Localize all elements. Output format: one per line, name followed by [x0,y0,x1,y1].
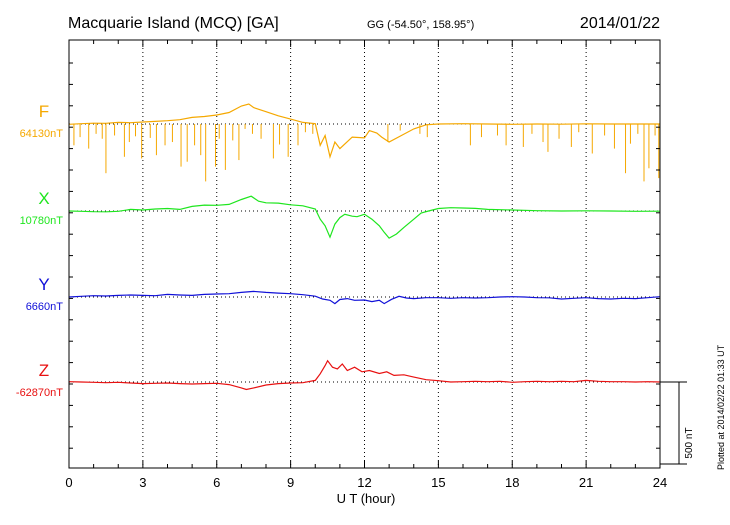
plotted-timestamp: Plotted at 2014/02/22 01:33 UT [716,344,726,470]
x-tick-label: 0 [65,475,72,490]
x-tick-label: 24 [653,475,667,490]
series-name-y: Y [38,275,49,294]
series-x [68,195,661,239]
x-axis-label: U T (hour) [337,491,396,506]
x-tick-label: 3 [139,475,146,490]
series-z [68,359,661,391]
chart-date: 2014/01/22 [580,15,660,32]
series-name-z: Z [39,361,49,380]
x-tick-label: 9 [287,475,294,490]
series-line-f [68,103,660,160]
grid-layer [69,40,660,468]
series-name-f: F [39,102,49,121]
series-f [68,103,660,182]
series-line-z [68,359,661,391]
station-coordinates: GG (-54.50°, 158.95°) [367,19,474,31]
baseline-label-f: 64130nT [20,128,64,140]
x-tick-label: 18 [505,475,519,490]
label-layer: 0 3 6 9 12 15 18 21 24 F 64130nT X 10780nT Y 6660nT Z -6… [16,102,667,490]
scale-bar-label: 500 nT [684,427,695,458]
series-line-y [68,290,661,305]
baseline-label-y: 6660nT [26,301,64,313]
x-tick-label: 12 [357,475,371,490]
station-title: Macquarie Island (MCQ) [GA] [68,15,279,32]
baseline-label-x: 10780nT [20,215,64,227]
series-layer [68,103,661,391]
x-tick-label: 21 [579,475,593,490]
x-tick-label: 15 [431,475,445,490]
series-line-x [68,195,661,239]
x-tick-label: 6 [213,475,220,490]
tick-layer [68,40,687,468]
baseline-label-z: -62870nT [16,387,63,399]
series-y [68,290,661,305]
series-name-x: X [38,189,49,208]
